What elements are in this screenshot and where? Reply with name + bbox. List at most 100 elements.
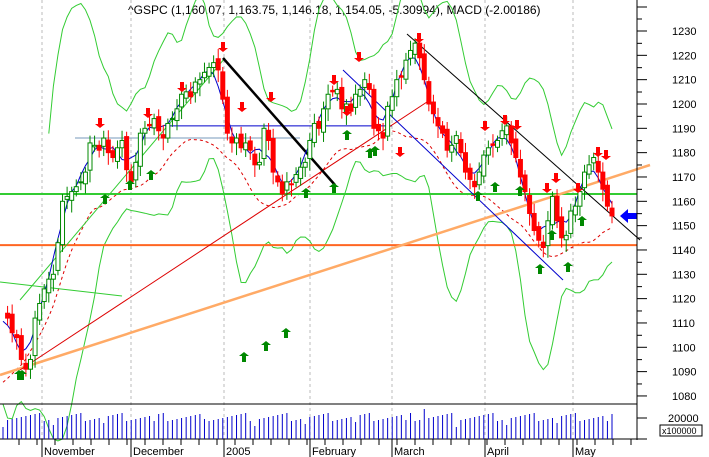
sell-arrow-icon xyxy=(143,108,153,118)
price-tick-label: 1140 xyxy=(672,245,696,257)
down-candle xyxy=(266,129,272,141)
volume-multiplier-label: x100000 xyxy=(662,426,697,436)
up-candle xyxy=(504,125,510,136)
down-candle xyxy=(18,335,24,360)
month-label: 2005 xyxy=(226,446,250,457)
price-tick-label: 1100 xyxy=(672,342,696,354)
down-candle xyxy=(527,194,533,214)
buy-arrow-icon xyxy=(547,230,557,240)
price-tick-label: 1130 xyxy=(672,269,696,281)
up-candle xyxy=(302,161,308,168)
up-candle xyxy=(151,118,157,129)
up-candle xyxy=(577,191,583,207)
down-candle xyxy=(147,123,153,127)
price-tick-label: 1180 xyxy=(672,148,696,160)
down-candle xyxy=(270,138,276,173)
sell-arrow-icon xyxy=(395,147,405,157)
down-candle xyxy=(440,125,446,134)
down-candle xyxy=(472,180,478,188)
up-candle xyxy=(142,127,148,134)
down-candle xyxy=(430,101,436,115)
up-candle xyxy=(82,171,88,185)
down-candle xyxy=(467,167,473,180)
up-candle xyxy=(41,288,47,303)
down-candle xyxy=(398,75,404,78)
up-candle xyxy=(114,147,120,162)
price-tick-label: 1170 xyxy=(672,172,696,184)
up-candle xyxy=(563,234,569,241)
down-candle xyxy=(5,312,11,319)
buy-arrow-icon xyxy=(100,194,110,204)
up-candle xyxy=(385,105,391,137)
down-candle xyxy=(110,150,116,159)
price-tick-label: 1110 xyxy=(672,318,695,330)
buy-arrow-icon xyxy=(342,130,352,140)
up-candle xyxy=(60,200,66,246)
up-candle xyxy=(243,142,249,151)
down-candle xyxy=(380,132,386,139)
buy-arrow-icon xyxy=(535,264,545,274)
price-tick-label: 1150 xyxy=(672,221,696,233)
down-candle xyxy=(508,125,514,144)
down-candle xyxy=(444,128,450,151)
up-candle xyxy=(165,122,171,139)
up-candle xyxy=(586,164,592,175)
up-candle xyxy=(389,96,395,111)
black-downtrend xyxy=(222,57,336,186)
month-label: February xyxy=(312,446,357,457)
down-candle xyxy=(426,81,432,105)
up-candle xyxy=(32,317,38,357)
up-candle xyxy=(298,166,304,179)
sell-arrow-icon xyxy=(218,42,228,52)
down-candle xyxy=(288,183,294,186)
month-label: November xyxy=(44,446,95,457)
up-candle xyxy=(73,186,79,193)
buy-arrow-icon xyxy=(329,183,339,193)
volume-tick-label: 20000 xyxy=(668,413,699,425)
up-candle xyxy=(403,59,409,80)
up-candle xyxy=(499,130,505,140)
down-candle xyxy=(156,116,162,132)
sell-arrow-icon xyxy=(354,52,364,62)
up-candle xyxy=(261,127,267,159)
up-candle xyxy=(412,42,418,55)
buy-arrow-icon xyxy=(370,146,380,156)
down-candle xyxy=(105,139,111,154)
up-candle xyxy=(293,174,299,183)
up-candle xyxy=(353,93,359,108)
price-tick-label: 1210 xyxy=(672,75,696,87)
up-candle xyxy=(311,122,317,143)
sell-arrow-icon xyxy=(414,33,424,43)
sell-arrow-icon xyxy=(177,82,187,92)
black-downtrend-2 xyxy=(406,33,641,241)
red-trendline xyxy=(19,99,431,371)
down-candle xyxy=(124,136,130,171)
blue-down-channel xyxy=(342,69,564,281)
up-candle xyxy=(46,278,52,294)
down-candle xyxy=(462,152,468,173)
down-candle xyxy=(23,362,29,370)
up-candle xyxy=(476,171,482,186)
month-label: March xyxy=(394,446,425,457)
down-candle xyxy=(490,143,496,146)
buy-arrow-icon xyxy=(239,352,249,362)
current-bar-arrow-icon xyxy=(620,209,637,223)
lower-band xyxy=(2,157,613,442)
up-candle xyxy=(572,205,578,216)
up-candle xyxy=(582,171,588,189)
price-tick-label: 1200 xyxy=(672,99,696,111)
price-tick-label: 1230 xyxy=(672,26,696,38)
down-candle xyxy=(435,117,441,127)
buy-arrow-icon xyxy=(281,328,291,338)
down-candle xyxy=(220,71,226,100)
price-axis: 1230 1220 1210 1200 1190 1180 1170 1160 1150 1140… xyxy=(636,0,696,440)
up-candle xyxy=(133,161,139,181)
sell-arrow-icon xyxy=(342,106,352,116)
buy-arrow-icon xyxy=(125,180,135,190)
up-candle xyxy=(234,137,240,144)
sell-arrow-icon xyxy=(601,150,611,160)
price-tick-label: 1090 xyxy=(672,367,696,379)
up-candle xyxy=(408,49,414,59)
down-candle xyxy=(348,103,354,112)
